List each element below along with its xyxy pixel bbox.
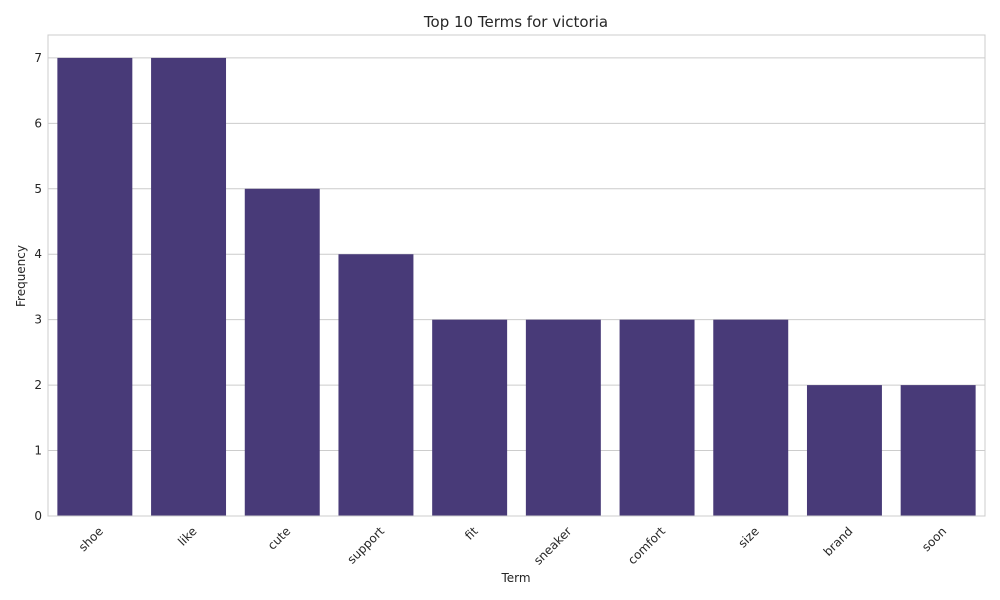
x-tick-label: comfort: [625, 524, 668, 567]
x-tick-label: cute: [265, 524, 293, 552]
y-tick-label: 3: [34, 313, 42, 327]
y-tick-label: 7: [34, 51, 42, 65]
bar-shoe: [57, 57, 133, 517]
bars: [57, 57, 976, 517]
y-tick-labels: 0 1 2 3 4 5 6 7: [34, 51, 42, 523]
y-tick-label: 0: [34, 509, 42, 523]
bar-size: [713, 319, 789, 516]
x-tick-label: shoe: [76, 524, 106, 554]
plot-frame: [47, 34, 986, 517]
bar-soon: [900, 385, 976, 516]
x-tick-labels: shoe like cute support fit sneaker comfort size…: [76, 524, 949, 568]
x-tick-label: brand: [821, 524, 856, 559]
bar-fit: [432, 319, 508, 516]
x-axis-label: Term: [500, 571, 530, 585]
bar-cute: [244, 188, 320, 516]
x-tick-label: soon: [919, 524, 949, 554]
chart-title: Top 10 Terms for victoria: [423, 13, 608, 31]
bar-like: [151, 57, 227, 517]
x-tick-label: like: [175, 524, 199, 548]
bar-sneaker: [525, 319, 601, 516]
x-tick-label: support: [345, 524, 388, 567]
y-axis-label: Frequency: [14, 245, 28, 307]
y-tick-label: 1: [34, 444, 42, 458]
bar-support: [338, 254, 414, 516]
y-tick-label: 4: [34, 247, 42, 261]
bar-comfort: [619, 319, 695, 516]
x-tick-label: size: [735, 524, 761, 550]
y-tick-label: 2: [34, 378, 42, 392]
y-tick-label: 5: [34, 182, 42, 196]
y-tick-label: 6: [34, 116, 42, 130]
bar-brand: [806, 385, 882, 516]
x-tick-label: fit: [462, 524, 481, 543]
x-tick-label: sneaker: [531, 524, 574, 567]
